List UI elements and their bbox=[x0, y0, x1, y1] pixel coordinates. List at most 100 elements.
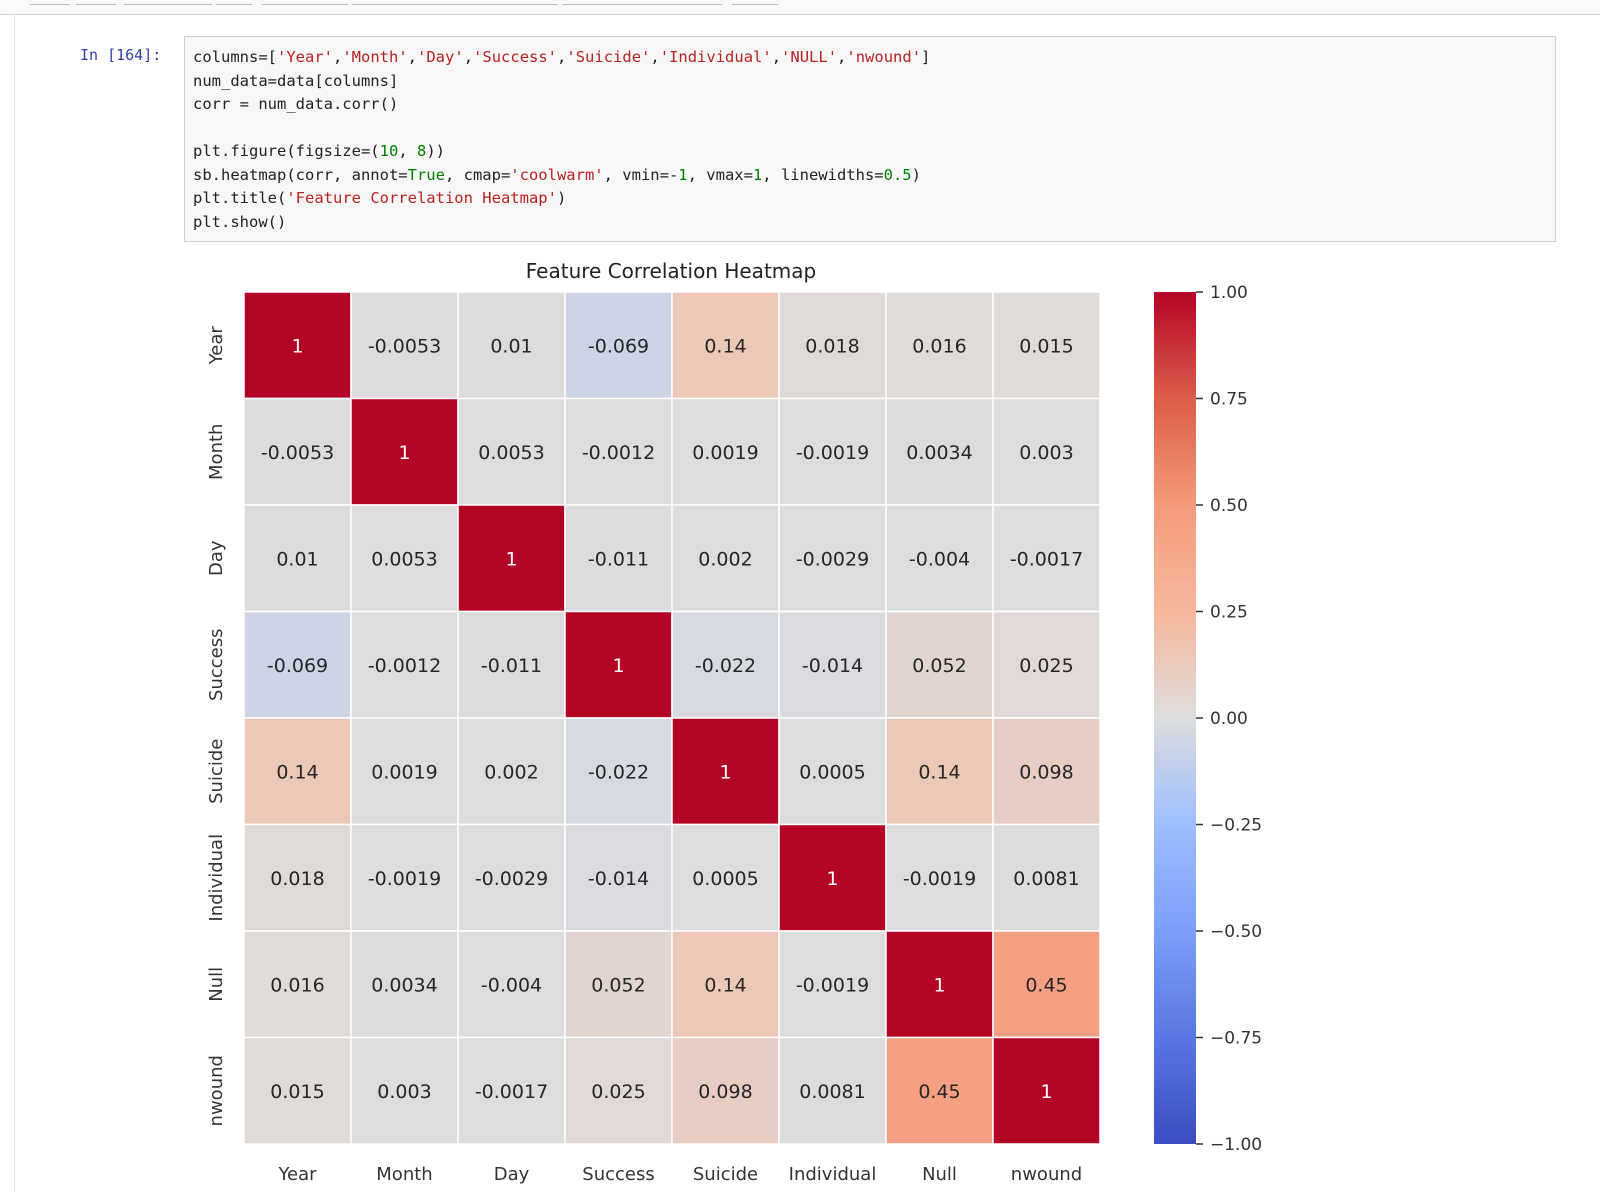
heatmap-annotation: 0.45 bbox=[1025, 974, 1067, 996]
heatmap-annotation: 0.098 bbox=[698, 1081, 752, 1103]
heatmap-cell bbox=[992, 504, 1101, 613]
heatmap-cell bbox=[885, 823, 994, 932]
colorbar-tick-label: −0.75 bbox=[1210, 1029, 1262, 1049]
toolbar-tab[interactable] bbox=[30, 0, 70, 5]
heatmap-cell bbox=[350, 717, 459, 826]
heatmap-annotation: 1 bbox=[398, 442, 410, 464]
heatmap-annotation: 0.0053 bbox=[371, 548, 437, 570]
x-tick-label: Success bbox=[582, 1164, 654, 1185]
heatmap-annotation: 0.45 bbox=[918, 1081, 960, 1103]
heatmap-cell bbox=[992, 1036, 1101, 1145]
heatmap-annotation: -0.069 bbox=[588, 335, 649, 357]
heatmap-annotation: 0.0005 bbox=[692, 868, 758, 890]
heatmap-annotation: -0.014 bbox=[588, 868, 649, 890]
heatmap-cell bbox=[243, 504, 352, 613]
heatmap-cell bbox=[564, 717, 673, 826]
heatmap-annotation: -0.0019 bbox=[796, 974, 869, 996]
code-cell-editor[interactable]: columns=['Year','Month','Day','Success',… bbox=[184, 36, 1556, 242]
heatmap-cell bbox=[350, 291, 459, 400]
heatmap-annotation: 0.025 bbox=[591, 1081, 645, 1103]
heatmap-annotation: 0.14 bbox=[704, 974, 746, 996]
toolbar-tab[interactable] bbox=[124, 0, 212, 5]
heatmap-cell bbox=[992, 717, 1101, 826]
heatmap-annotation: 0.01 bbox=[276, 548, 318, 570]
heatmap-annotation: 0.0081 bbox=[1013, 868, 1079, 890]
x-tick-label: nwound bbox=[1011, 1164, 1082, 1185]
heatmap-cell bbox=[992, 610, 1101, 719]
toolbar-tab[interactable] bbox=[352, 0, 558, 5]
heatmap-cell bbox=[992, 397, 1101, 506]
heatmap-annotation: 0.018 bbox=[270, 868, 324, 890]
heatmap-cell bbox=[243, 717, 352, 826]
heatmap-annotation: 0.003 bbox=[377, 1081, 431, 1103]
heatmap-annotation: 1 bbox=[826, 868, 838, 890]
heatmap-cell bbox=[350, 1036, 459, 1145]
heatmap-cell bbox=[885, 504, 994, 613]
y-tick-label: Success bbox=[206, 629, 227, 701]
heatmap-annotation: -0.014 bbox=[802, 655, 863, 677]
code-line: num_data=data[columns] bbox=[193, 71, 399, 90]
y-tick-label: Individual bbox=[206, 834, 227, 922]
y-tick-label: nwound bbox=[206, 1055, 227, 1126]
heatmap-annotation: 1 bbox=[933, 974, 945, 996]
heatmap-annotation: -0.0012 bbox=[582, 442, 655, 464]
cell-prompt: In [164]: bbox=[80, 46, 162, 64]
heatmap-annotation: 1 bbox=[291, 335, 303, 357]
heatmap-annotation: 0.14 bbox=[704, 335, 746, 357]
heatmap-annotation: 0.0005 bbox=[799, 761, 865, 783]
heatmap-cell bbox=[564, 930, 673, 1039]
notebook-gutter bbox=[14, 14, 15, 1192]
heatmap-cell bbox=[671, 1036, 780, 1145]
colorbar-tick-label: −0.25 bbox=[1210, 816, 1262, 836]
heatmap-annotation: -0.022 bbox=[588, 761, 649, 783]
heatmap-annotation: 0.0019 bbox=[371, 761, 437, 783]
code-line: sb.heatmap(corr, annot=True, cmap='coolw… bbox=[193, 165, 921, 184]
code-line bbox=[193, 117, 1547, 141]
toolbar-tab[interactable] bbox=[216, 0, 252, 5]
heatmap-cell bbox=[885, 1036, 994, 1145]
heatmap-annotation: -0.0019 bbox=[903, 868, 976, 890]
heatmap-annotation: 0.016 bbox=[270, 974, 324, 996]
heatmap-annotation: 0.14 bbox=[918, 761, 960, 783]
heatmap-cell bbox=[992, 823, 1101, 932]
heatmap-cell bbox=[457, 717, 566, 826]
code-line: columns=['Year','Month','Day','Success',… bbox=[193, 48, 931, 66]
heatmap-annotation: -0.011 bbox=[588, 548, 649, 570]
heatmap-cell bbox=[457, 397, 566, 506]
heatmap-annotation: 0.003 bbox=[1019, 442, 1073, 464]
heatmap-cell bbox=[671, 397, 780, 506]
heatmap-annotation: 0.14 bbox=[276, 761, 318, 783]
heatmap-cell bbox=[992, 291, 1101, 400]
toolbar-tab[interactable] bbox=[732, 0, 778, 5]
heatmap-annotation: 0.015 bbox=[270, 1081, 324, 1103]
heatmap-annotation: 0.016 bbox=[912, 335, 966, 357]
toolbar-tab[interactable] bbox=[76, 0, 116, 5]
heatmap-annotation: -0.069 bbox=[267, 655, 328, 677]
toolbar-tab[interactable] bbox=[562, 0, 722, 5]
x-tick-label: Month bbox=[376, 1164, 432, 1185]
colorbar-tick-label: 0.50 bbox=[1210, 496, 1248, 516]
heatmap-annotation: 0.052 bbox=[591, 974, 645, 996]
heatmap-annotation: -0.0029 bbox=[475, 868, 548, 890]
x-tick-label: Individual bbox=[789, 1164, 877, 1185]
heatmap-annotation: 0.018 bbox=[805, 335, 859, 357]
heatmap-cell bbox=[564, 1036, 673, 1145]
heatmap-annotation: -0.0053 bbox=[261, 442, 334, 464]
heatmap-cell bbox=[671, 610, 780, 719]
x-tick-label: Year bbox=[277, 1164, 317, 1185]
heatmap-cell bbox=[564, 397, 673, 506]
heatmap-cell bbox=[564, 610, 673, 719]
x-tick-label: Day bbox=[494, 1164, 530, 1185]
code-line: plt.figure(figsize=(10, 8)) bbox=[193, 142, 445, 160]
colorbar-tick-label: −0.50 bbox=[1210, 922, 1262, 942]
toolbar-tab[interactable] bbox=[262, 0, 348, 5]
colorbar-tick-label: 0.25 bbox=[1210, 603, 1248, 623]
heatmap-annotation: 0.002 bbox=[698, 548, 752, 570]
code-line: plt.show() bbox=[193, 212, 287, 231]
heatmap-annotation: -0.0012 bbox=[368, 655, 441, 677]
code-line: corr = num_data.corr() bbox=[193, 95, 399, 113]
heatmap-cell bbox=[457, 504, 566, 613]
heatmap-annotation: -0.0017 bbox=[475, 1081, 548, 1103]
heatmap-annotation: 0.025 bbox=[1019, 655, 1073, 677]
heatmap-annotation: -0.0029 bbox=[796, 548, 869, 570]
